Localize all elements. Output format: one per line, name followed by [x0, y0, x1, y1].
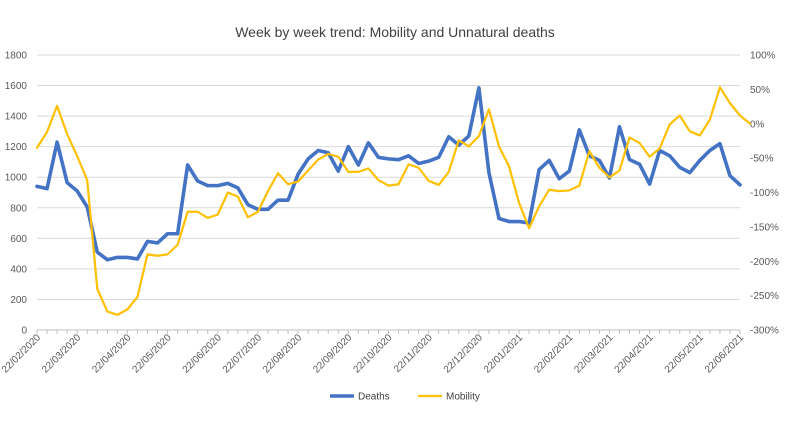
x-tick-label: 22/10/2020 [351, 332, 394, 375]
x-tick-label: 22/02/2020 [0, 332, 43, 375]
y-right-tick-label: -150% [750, 222, 779, 233]
y-left-tick-label: 1400 [5, 112, 28, 123]
y-left-tick-label: 400 [10, 264, 27, 275]
y-right-tick-label: 100% [750, 51, 776, 62]
series-line-mobility [35, 86, 752, 316]
legend: Deaths Mobility [330, 392, 480, 403]
series-layer [35, 86, 752, 316]
y-left-tick-label: 800 [10, 203, 27, 214]
y-left-tick-label: 200 [10, 295, 27, 306]
x-tick-label: 22/04/2020 [90, 332, 133, 375]
y-right-tick-label: 0% [750, 119, 765, 130]
y-left-tick-label: 1000 [5, 173, 28, 184]
y-right-tick-label: -200% [750, 257, 779, 268]
x-tick-label: 22/04/2021 [613, 332, 656, 375]
y-right-tick-label: -300% [750, 326, 779, 337]
x-tick-label: 22/09/2020 [311, 332, 354, 375]
x-tick-label: 22/11/2020 [392, 332, 435, 375]
y-right-tick-label: -50% [750, 154, 773, 165]
y-left-tick-label: 1200 [5, 142, 28, 153]
y-right-tick-label: -250% [750, 291, 779, 302]
x-tick-label: 22/08/2020 [261, 332, 304, 375]
y-axis-left: 0 200 400 600 800 1000 1200 1400 1600 1800 [5, 51, 28, 337]
x-tick-label: 22/07/2020 [221, 332, 264, 375]
x-tick-label: 22/05/2021 [663, 332, 706, 375]
y-left-tick-label: 1600 [5, 81, 28, 92]
series-line-deaths [35, 86, 742, 262]
x-tick-label: 22/06/2021 [703, 332, 746, 375]
x-tick-label: 22/03/2021 [572, 332, 615, 375]
y-right-tick-label: -100% [750, 188, 779, 199]
x-tick-label: 22/12/2020 [442, 332, 485, 375]
y-left-tick-label: 600 [10, 234, 27, 245]
y-left-tick-label: 0 [21, 326, 27, 337]
x-tick-label: 22/02/2021 [532, 332, 575, 375]
x-tick-label: 22/03/2020 [40, 332, 83, 375]
x-tick-label: 22/06/2020 [181, 332, 224, 375]
legend-label-deaths: Deaths [358, 392, 390, 403]
y-right-tick-label: 50% [750, 85, 770, 96]
y-axis-right: -300% -250% -200% -150% -100% -50% 0% 50% 100% [750, 51, 779, 337]
x-tick-label: 22/01/2021 [482, 332, 525, 375]
gridlines [37, 54, 740, 331]
x-tick-label: 22/05/2020 [131, 332, 174, 375]
y-left-tick-label: 1800 [5, 51, 28, 62]
chart-title: Week by week trend: Mobility and Unnatur… [235, 24, 555, 40]
legend-label-mobility: Mobility [446, 392, 480, 403]
